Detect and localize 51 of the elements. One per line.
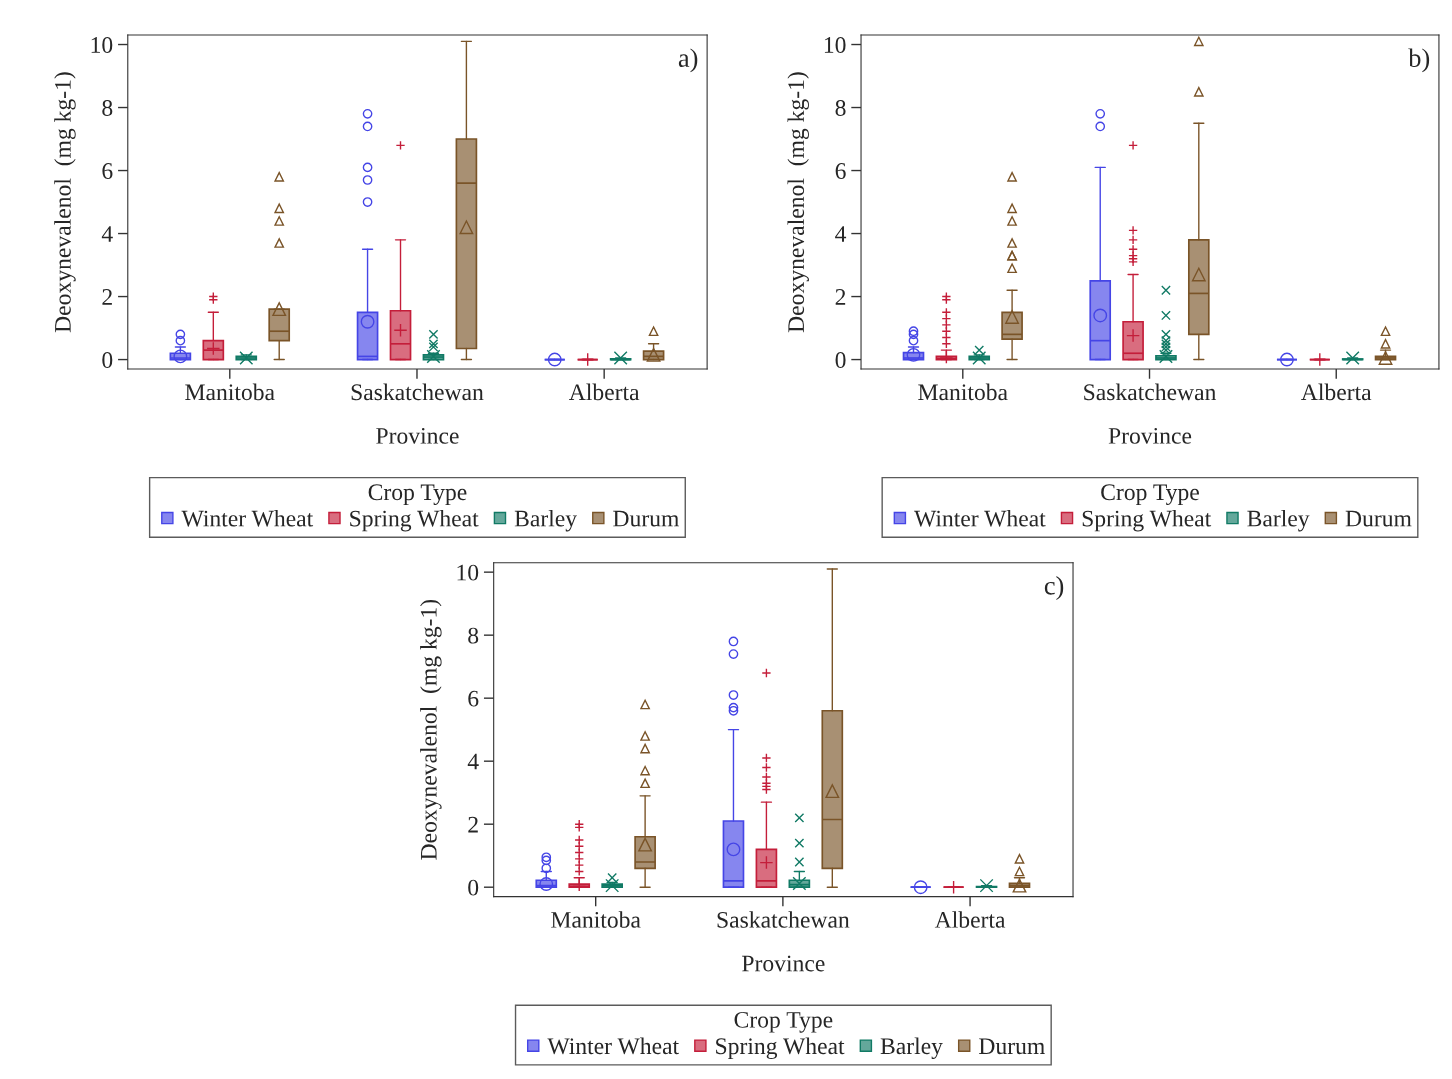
annotation: b) — [1408, 48, 1430, 73]
y-tick-label: 4 — [835, 226, 847, 242]
legend-label: Durum — [1345, 510, 1412, 527]
x-tick-label: Manitoba — [918, 383, 1008, 401]
y-tick-label: 4 — [101, 226, 113, 242]
y-tick-label: 8 — [102, 100, 113, 116]
y-tick-label: 10 — [457, 564, 479, 581]
y-tick-label: 2 — [468, 816, 478, 833]
legend-title: Crop Type — [734, 1011, 833, 1033]
y-axis-title: Deoxynevalenol (mg kg-1) — [54, 72, 76, 333]
legend-label: Durum — [613, 510, 679, 527]
x-tick-label: Manitoba — [185, 383, 275, 401]
y-tick-label: 6 — [468, 690, 479, 707]
y-tick-label: 8 — [468, 627, 479, 644]
legend-label: Winter Wheat — [181, 509, 314, 527]
y-tick-label: 0 — [468, 879, 479, 896]
x-tick-label: Alberta — [934, 911, 1006, 928]
legend-label: Spring Wheat — [1082, 509, 1212, 532]
x-tick-label: Saskatchewan — [1084, 383, 1217, 401]
x-axis-title: Province — [376, 427, 459, 444]
y-tick-label: 6 — [102, 163, 113, 179]
annotation: a) — [678, 48, 698, 73]
legend-label: Barley — [514, 509, 577, 532]
legend-label: Durum — [979, 1038, 1045, 1055]
x-tick-label: Manitoba — [551, 911, 641, 928]
x-axis-title: Province — [1108, 427, 1192, 444]
y-tick-label: 6 — [835, 163, 846, 179]
legend-label: Spring Wheat — [350, 509, 479, 532]
y-axis-title: Deoxynevalenol (mg kg-1) — [787, 72, 809, 333]
x-tick-label: Alberta — [569, 383, 640, 401]
legend-title: Crop Type — [368, 484, 467, 506]
y-tick-label: 0 — [835, 352, 846, 368]
legend-label: Barley — [1247, 509, 1310, 532]
x-tick-label: Saskatchewan — [351, 383, 484, 401]
legend-label: Barley — [880, 1037, 943, 1060]
legend-label: Spring Wheat — [716, 1037, 845, 1060]
y-tick-label: 2 — [102, 289, 112, 305]
y-tick-label: 8 — [835, 100, 846, 116]
legend-label: Winter Wheat — [547, 1037, 679, 1055]
y-tick-label: 2 — [835, 289, 846, 305]
y-axis-title: Deoxynevalenol (mg kg-1) — [420, 599, 442, 860]
x-axis-title: Province — [742, 955, 825, 972]
y-tick-label: 4 — [467, 753, 479, 770]
legend-label: Winter Wheat — [914, 509, 1046, 527]
y-tick-label: 10 — [824, 37, 846, 53]
x-tick-label: Alberta — [1301, 383, 1372, 401]
y-tick-label: 0 — [102, 352, 113, 368]
y-tick-label: 10 — [91, 37, 113, 53]
legend-title: Crop Type — [1101, 484, 1199, 506]
annotation: c) — [1044, 576, 1064, 600]
x-tick-label: Saskatchewan — [717, 911, 850, 928]
